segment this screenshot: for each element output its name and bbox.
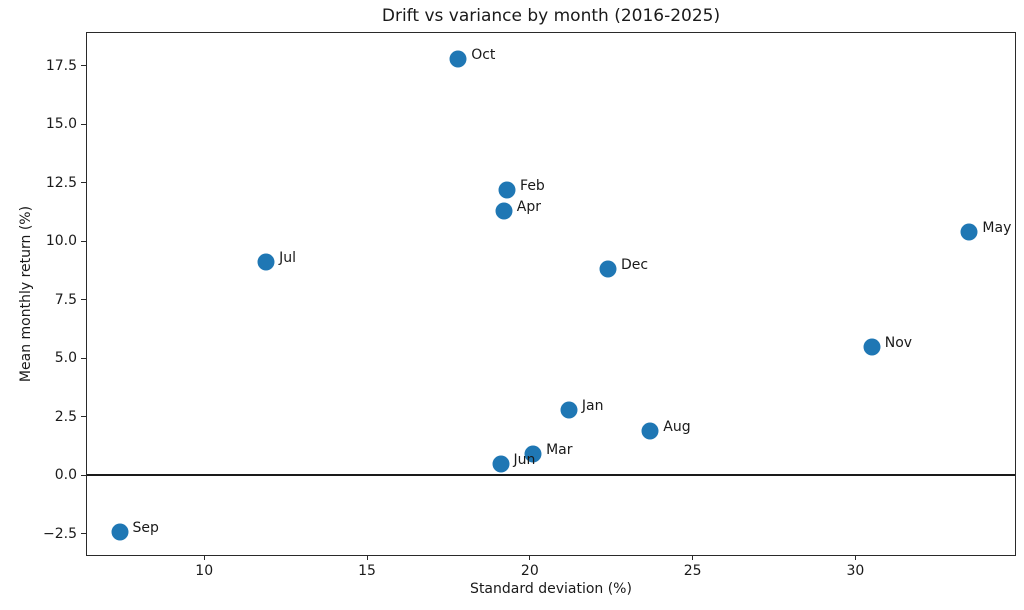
point-label-sep: Sep xyxy=(132,519,159,536)
data-point-sep xyxy=(111,523,129,541)
x-tick-mark xyxy=(692,555,694,560)
y-tick-mark xyxy=(81,357,86,359)
y-tick-mark xyxy=(81,182,86,184)
zero-reference-line xyxy=(87,474,1015,477)
y-tick-label: 12.5 xyxy=(45,174,77,191)
y-tick-label: 15.0 xyxy=(45,116,77,133)
y-tick-label: 10.0 xyxy=(45,233,77,250)
x-tick-label: 20 xyxy=(520,563,539,579)
point-label-jan: Jan xyxy=(581,397,604,414)
y-tick-mark xyxy=(81,65,86,67)
data-point-may xyxy=(960,223,978,241)
y-tick-mark xyxy=(81,240,86,242)
data-point-nov xyxy=(863,338,881,356)
point-label-jul: Jul xyxy=(279,250,296,267)
x-tick-mark xyxy=(203,555,205,560)
y-tick-label: 17.5 xyxy=(45,57,77,74)
y-tick-label: 7.5 xyxy=(54,291,77,308)
y-tick-label: 2.5 xyxy=(54,408,77,425)
data-point-feb xyxy=(498,181,516,199)
y-tick-mark xyxy=(81,299,86,301)
point-label-apr: Apr xyxy=(516,198,542,215)
y-tick-mark xyxy=(81,474,86,476)
y-tick-label: −2.5 xyxy=(43,525,77,542)
x-tick-mark xyxy=(854,555,856,560)
y-tick-label: 0.0 xyxy=(54,467,77,484)
x-tick-mark xyxy=(529,555,531,560)
data-point-oct xyxy=(449,50,467,68)
y-tick-mark xyxy=(81,533,86,535)
point-label-aug: Aug xyxy=(663,418,691,435)
point-label-feb: Feb xyxy=(520,177,545,194)
point-label-may: May xyxy=(982,219,1012,236)
point-label-jun: Jun xyxy=(513,451,536,468)
point-label-dec: Dec xyxy=(620,257,649,274)
data-point-apr xyxy=(495,202,513,220)
data-point-jul xyxy=(257,253,275,271)
x-tick-label: 10 xyxy=(195,563,214,579)
y-tick-mark xyxy=(81,123,86,125)
x-tick-mark xyxy=(366,555,368,560)
x-tick-label: 15 xyxy=(358,563,376,579)
chart-title: Drift vs variance by month (2016-2025) xyxy=(381,6,721,26)
point-label-oct: Oct xyxy=(471,46,496,63)
data-point-dec xyxy=(599,260,617,278)
plot-area: 10 15 20 25 30 −2.5 0.0 2.5 5.0 7.5 10.0 12.5 15.0 17… xyxy=(43,32,1016,579)
y-tick-label: 5.0 xyxy=(54,350,77,367)
x-tick-label: 25 xyxy=(683,563,702,579)
point-label-mar: Mar xyxy=(546,442,573,459)
x-axis-label: Standard deviation (%) xyxy=(470,581,632,597)
y-tick-mark xyxy=(81,416,86,418)
point-label-nov: Nov xyxy=(884,334,913,351)
x-tick-label: 30 xyxy=(846,563,865,579)
data-point-mar xyxy=(524,445,542,463)
y-axis-label: Mean monthly return (%) xyxy=(18,205,34,383)
data-point-aug xyxy=(641,422,659,440)
data-point-jan xyxy=(560,401,578,419)
data-point-jun xyxy=(492,455,510,473)
